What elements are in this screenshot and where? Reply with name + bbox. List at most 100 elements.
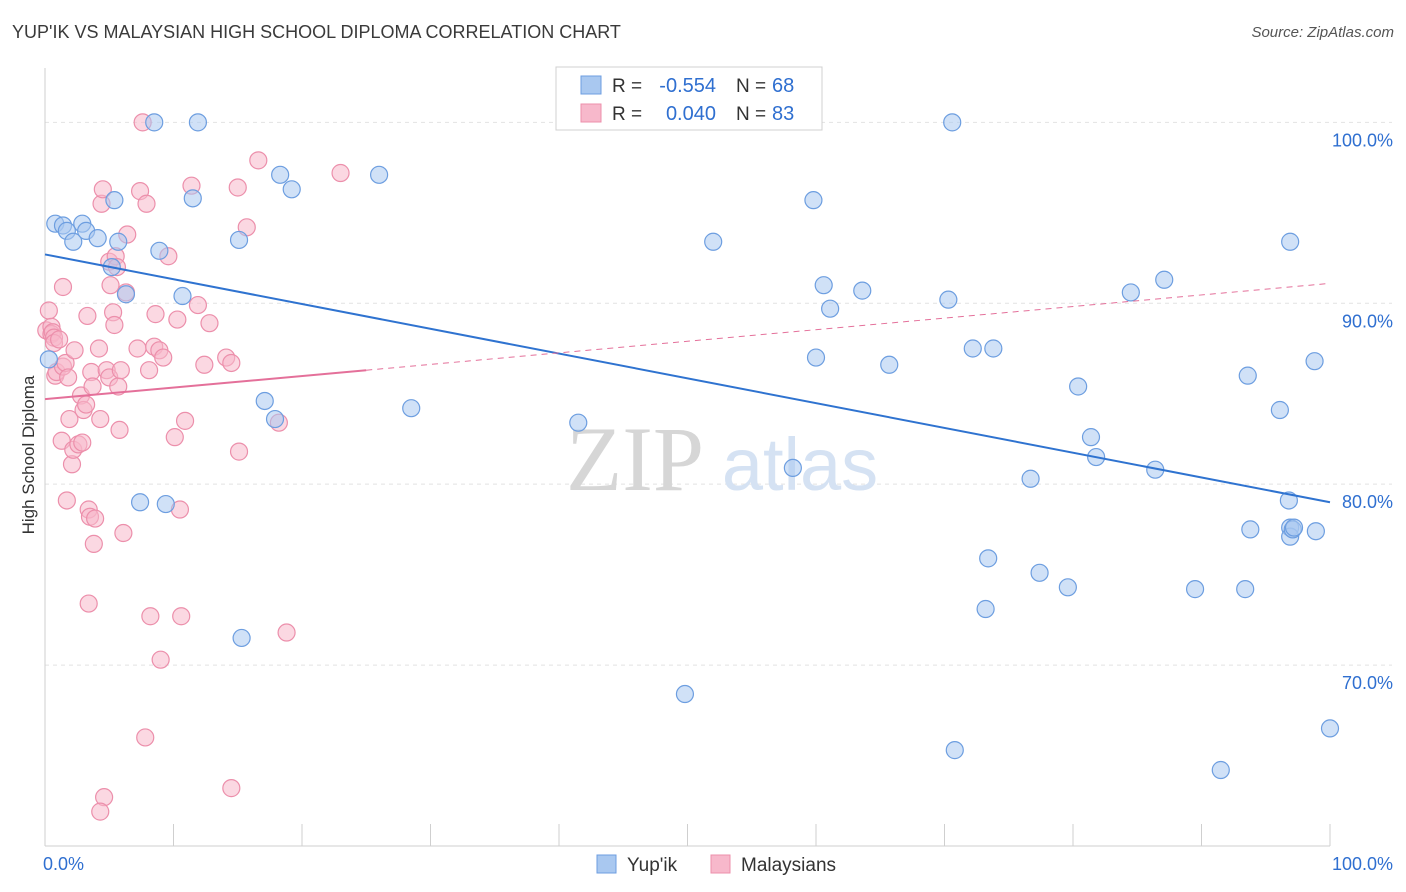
malaysian-point [175, 411, 195, 430]
yupik-point [1306, 522, 1325, 541]
yupik-point [1155, 270, 1174, 289]
trend-lines [44, 253, 1331, 504]
malaysian-point [89, 339, 109, 358]
yupik-point [984, 339, 1003, 358]
yupik-point [1058, 578, 1077, 597]
series-yupik [39, 113, 1340, 780]
yupik-point [1305, 352, 1324, 371]
malaysian-point [86, 509, 105, 528]
yupik-point [976, 599, 995, 619]
yupik-point [853, 281, 872, 300]
malaysian-point [60, 409, 79, 429]
yupik-point [402, 399, 421, 418]
malaysian-point [200, 314, 219, 333]
yupik-point [1236, 580, 1255, 599]
yupik-point [150, 241, 169, 260]
malaysian-point [137, 194, 156, 213]
malaysian-point [91, 409, 110, 429]
yupik-trend-line [44, 253, 1331, 504]
yupik-point [1270, 400, 1289, 420]
malaysian-point [249, 151, 268, 170]
yupik-point [232, 628, 251, 648]
y-axis-label: High School Diploma [19, 375, 38, 534]
legend-r-value: -0.554 [659, 75, 716, 97]
yupik-point [1211, 760, 1230, 780]
malaysian-point [222, 353, 241, 373]
malaysian-point [168, 310, 187, 329]
yupik-point [109, 232, 128, 251]
legend-n-label: N = [736, 104, 766, 125]
malaysian-point [65, 341, 84, 360]
series-legend-label: Yup'ik [627, 855, 678, 876]
malaysian-point [165, 428, 184, 447]
chart-title: YUP'IK VS MALAYSIAN HIGH SCHOOL DIPLOMA … [12, 22, 621, 42]
yupik-point [783, 458, 802, 477]
malaysian-point [229, 442, 249, 461]
y-tick-label: 100.0% [1332, 130, 1393, 150]
yupik-point [370, 165, 389, 184]
malaysian-point [154, 348, 173, 367]
yupik-point [39, 350, 58, 369]
yupik-point [1320, 719, 1340, 738]
malaysian-point [39, 301, 58, 320]
y-tick-label: 70.0% [1342, 673, 1393, 693]
malaysian-point [114, 523, 133, 543]
malaysian-point [111, 361, 130, 380]
yupik-point [173, 286, 192, 306]
legend-swatch [580, 75, 602, 95]
watermark-zip: ZIP [566, 408, 704, 510]
malaysian-point [136, 728, 155, 747]
yupik-point [156, 494, 175, 514]
yupik-point [255, 391, 274, 411]
legend-r-value: 0.040 [666, 103, 716, 125]
yupik-point [282, 180, 301, 199]
watermark: ZIP atlas [566, 408, 878, 510]
malaysian-trend-line-dashed [366, 282, 1331, 371]
yupik-point [88, 229, 107, 248]
yupik-point [1030, 563, 1049, 582]
series-malaysians [37, 113, 350, 821]
legend-swatch [580, 103, 602, 123]
yupik-point [271, 165, 290, 184]
yupik-point [1185, 580, 1205, 599]
malaysian-point [77, 395, 96, 414]
yupik-point [804, 191, 823, 210]
malaysian-point [151, 650, 170, 669]
legend-n-value: 83 [772, 103, 794, 125]
malaysian-point [57, 491, 76, 510]
yupik-point [188, 113, 208, 132]
yupik-point [145, 113, 164, 132]
malaysian-point [73, 433, 92, 452]
malaysian-point [128, 339, 147, 358]
yupik-point [979, 549, 998, 568]
yupik-point [943, 113, 962, 132]
series-legend-label: Malaysians [741, 855, 836, 876]
malaysian-trend-line [44, 369, 367, 401]
yupik-point [806, 348, 826, 367]
malaysian-point [50, 330, 69, 349]
yupik-point [130, 493, 150, 512]
yupik-point [64, 232, 83, 251]
x-tick-label: 100.0% [1332, 854, 1393, 874]
yupik-point [265, 409, 285, 429]
malaysian-point [188, 295, 208, 315]
legend-n-label: N = [736, 76, 766, 97]
source-label: Source: ZipAtlas.com [1251, 24, 1394, 41]
yupik-point [183, 189, 202, 208]
yupik-point [1069, 377, 1088, 396]
stats-legend: R = -0.554 N = 68 R = 0.040 N = 83 [555, 66, 823, 131]
yupik-point [945, 741, 964, 760]
malaysian-point [78, 306, 97, 326]
malaysian-point [228, 178, 247, 197]
legend-r-label: R = [612, 104, 642, 125]
series-legend-swatch [596, 854, 617, 874]
legend-r-label: R = [612, 76, 642, 97]
yupik-point [1081, 428, 1101, 447]
yupik-point [963, 339, 982, 358]
yupik-point [1238, 366, 1257, 385]
yupik-point [704, 232, 723, 251]
yupik-point [814, 276, 833, 295]
malaysian-point [105, 315, 124, 335]
yupik-point [1284, 518, 1304, 537]
